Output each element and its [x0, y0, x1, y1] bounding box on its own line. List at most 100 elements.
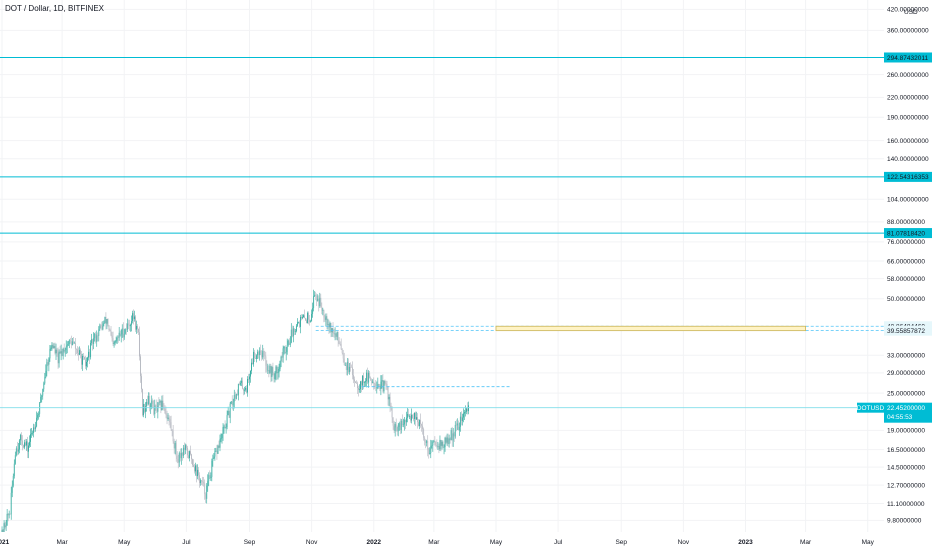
candle[interactable] — [346, 358, 348, 376]
candle[interactable] — [184, 443, 186, 455]
candle[interactable] — [404, 419, 406, 430]
candle[interactable] — [337, 331, 339, 347]
candle[interactable] — [43, 381, 45, 392]
candle[interactable] — [215, 447, 217, 452]
candle[interactable] — [430, 439, 432, 459]
candle[interactable] — [384, 379, 386, 386]
candle[interactable] — [310, 319, 312, 323]
candle[interactable] — [166, 410, 168, 425]
candle[interactable] — [170, 415, 172, 431]
candle[interactable] — [6, 509, 8, 526]
candle[interactable] — [459, 412, 461, 432]
candle[interactable] — [125, 323, 127, 335]
candle[interactable] — [374, 382, 376, 390]
candle[interactable] — [398, 421, 400, 431]
candle[interactable] — [18, 438, 20, 454]
candle[interactable] — [52, 342, 54, 350]
candle[interactable] — [63, 343, 65, 354]
candle[interactable] — [390, 402, 392, 411]
candle[interactable] — [247, 376, 248, 397]
candle[interactable] — [73, 341, 75, 344]
candle[interactable] — [249, 373, 250, 386]
candle[interactable] — [196, 464, 197, 483]
candle[interactable] — [154, 399, 156, 419]
candle[interactable] — [352, 368, 354, 384]
candle[interactable] — [83, 352, 84, 361]
candle[interactable] — [13, 459, 15, 479]
candle[interactable] — [64, 347, 66, 357]
candle[interactable] — [11, 480, 13, 498]
candle[interactable] — [51, 342, 53, 351]
candle[interactable] — [358, 385, 359, 397]
candle[interactable] — [275, 365, 277, 381]
candle[interactable] — [41, 394, 43, 403]
candle[interactable] — [323, 309, 325, 323]
candle[interactable] — [391, 406, 393, 423]
candle[interactable] — [22, 435, 23, 451]
candle[interactable] — [317, 294, 319, 302]
candle[interactable] — [139, 326, 140, 361]
candle[interactable] — [284, 345, 286, 354]
candle[interactable] — [419, 419, 420, 430]
candle[interactable] — [38, 411, 40, 420]
candle[interactable] — [36, 411, 38, 428]
candle[interactable] — [211, 458, 213, 482]
candle[interactable] — [171, 429, 173, 437]
candle[interactable] — [124, 328, 126, 335]
candle[interactable] — [214, 447, 216, 461]
candle[interactable] — [189, 450, 190, 462]
candle[interactable] — [192, 458, 193, 467]
candle[interactable] — [253, 348, 254, 367]
candle[interactable] — [429, 447, 431, 455]
candle[interactable] — [364, 381, 365, 388]
candle[interactable] — [262, 344, 264, 360]
candle[interactable] — [101, 321, 103, 331]
candle[interactable] — [379, 384, 381, 392]
candle[interactable] — [60, 344, 62, 361]
candle[interactable] — [163, 403, 165, 411]
candle[interactable] — [259, 347, 261, 361]
candle[interactable] — [138, 328, 139, 336]
candle[interactable] — [105, 312, 107, 330]
candle[interactable] — [221, 433, 223, 444]
candle[interactable] — [137, 324, 138, 334]
candle[interactable] — [437, 442, 439, 451]
candle[interactable] — [44, 372, 46, 385]
candle[interactable] — [457, 420, 459, 431]
candle[interactable] — [417, 413, 418, 429]
candle[interactable] — [392, 417, 394, 430]
candle[interactable] — [351, 361, 353, 380]
candle[interactable] — [236, 389, 238, 396]
candle[interactable] — [296, 318, 298, 327]
candle[interactable] — [287, 339, 289, 347]
candle[interactable] — [28, 442, 29, 459]
candle[interactable] — [354, 376, 355, 387]
candle[interactable] — [33, 423, 35, 438]
candle[interactable] — [440, 439, 442, 452]
candle[interactable] — [82, 353, 83, 371]
candle[interactable] — [355, 381, 356, 384]
candle[interactable] — [91, 333, 93, 346]
candle[interactable] — [48, 357, 50, 372]
candle[interactable] — [278, 363, 280, 378]
candle[interactable] — [336, 331, 338, 341]
candle[interactable] — [289, 336, 291, 348]
candle[interactable] — [464, 409, 465, 420]
candle[interactable] — [367, 367, 369, 384]
candle[interactable] — [252, 358, 253, 365]
candle[interactable] — [224, 420, 226, 429]
candle[interactable] — [97, 332, 99, 342]
candle[interactable] — [17, 442, 19, 455]
candle[interactable] — [136, 320, 137, 334]
candle[interactable] — [255, 353, 257, 359]
candle[interactable] — [195, 462, 196, 476]
candle[interactable] — [424, 436, 426, 446]
candle[interactable] — [65, 340, 67, 354]
candle[interactable] — [350, 364, 352, 368]
candle[interactable] — [230, 400, 232, 405]
candle[interactable] — [121, 324, 123, 338]
candle[interactable] — [141, 373, 142, 393]
candle[interactable] — [201, 479, 203, 485]
candle[interactable] — [257, 349, 259, 359]
resistance-zone-rect[interactable] — [495, 325, 806, 332]
